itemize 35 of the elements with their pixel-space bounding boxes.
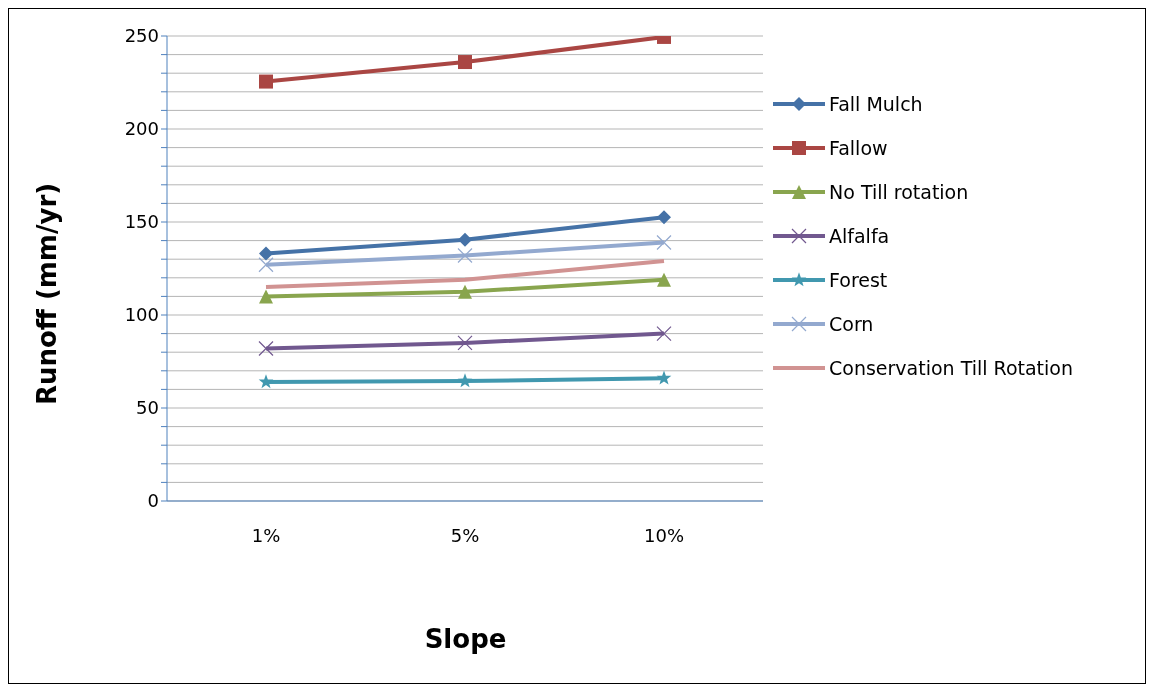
legend-label: Fall Mulch — [829, 93, 923, 115]
x-tick-label: 10% — [643, 524, 685, 546]
point — [657, 210, 671, 225]
y-tick-label: 200 — [124, 118, 159, 140]
point — [258, 374, 274, 389]
y-tick-label: 250 — [124, 25, 159, 47]
point — [656, 370, 672, 385]
point — [258, 340, 274, 357]
y-axis-title: Runoff (mm/yr) — [32, 182, 63, 406]
point — [259, 246, 273, 261]
point — [259, 74, 273, 89]
point — [458, 55, 472, 70]
legend-label: Alfalfa — [829, 225, 890, 247]
legend-label: Corn — [829, 313, 874, 335]
point — [457, 373, 473, 388]
point — [457, 335, 473, 351]
point — [657, 272, 671, 287]
point — [458, 284, 472, 299]
legend-label: Conservation Till Rotation — [829, 357, 1074, 379]
legend-label: Fallow — [829, 137, 888, 159]
y-tick-label: 0 — [147, 490, 159, 512]
y-tick-label: 50 — [136, 397, 159, 419]
x-axis-title: Slope — [423, 624, 508, 654]
point — [656, 234, 672, 251]
x-tick-label: 5% — [450, 524, 480, 546]
point — [458, 232, 472, 247]
legend-label: No Till rotation — [829, 181, 969, 203]
y-tick-label: 100 — [124, 304, 159, 326]
y-tick-label: 150 — [124, 211, 159, 233]
legend-label: Forest — [829, 269, 888, 291]
point — [259, 289, 273, 304]
point — [258, 257, 274, 273]
point — [457, 247, 473, 264]
x-tick-label: 1% — [251, 524, 281, 546]
point — [656, 326, 672, 342]
